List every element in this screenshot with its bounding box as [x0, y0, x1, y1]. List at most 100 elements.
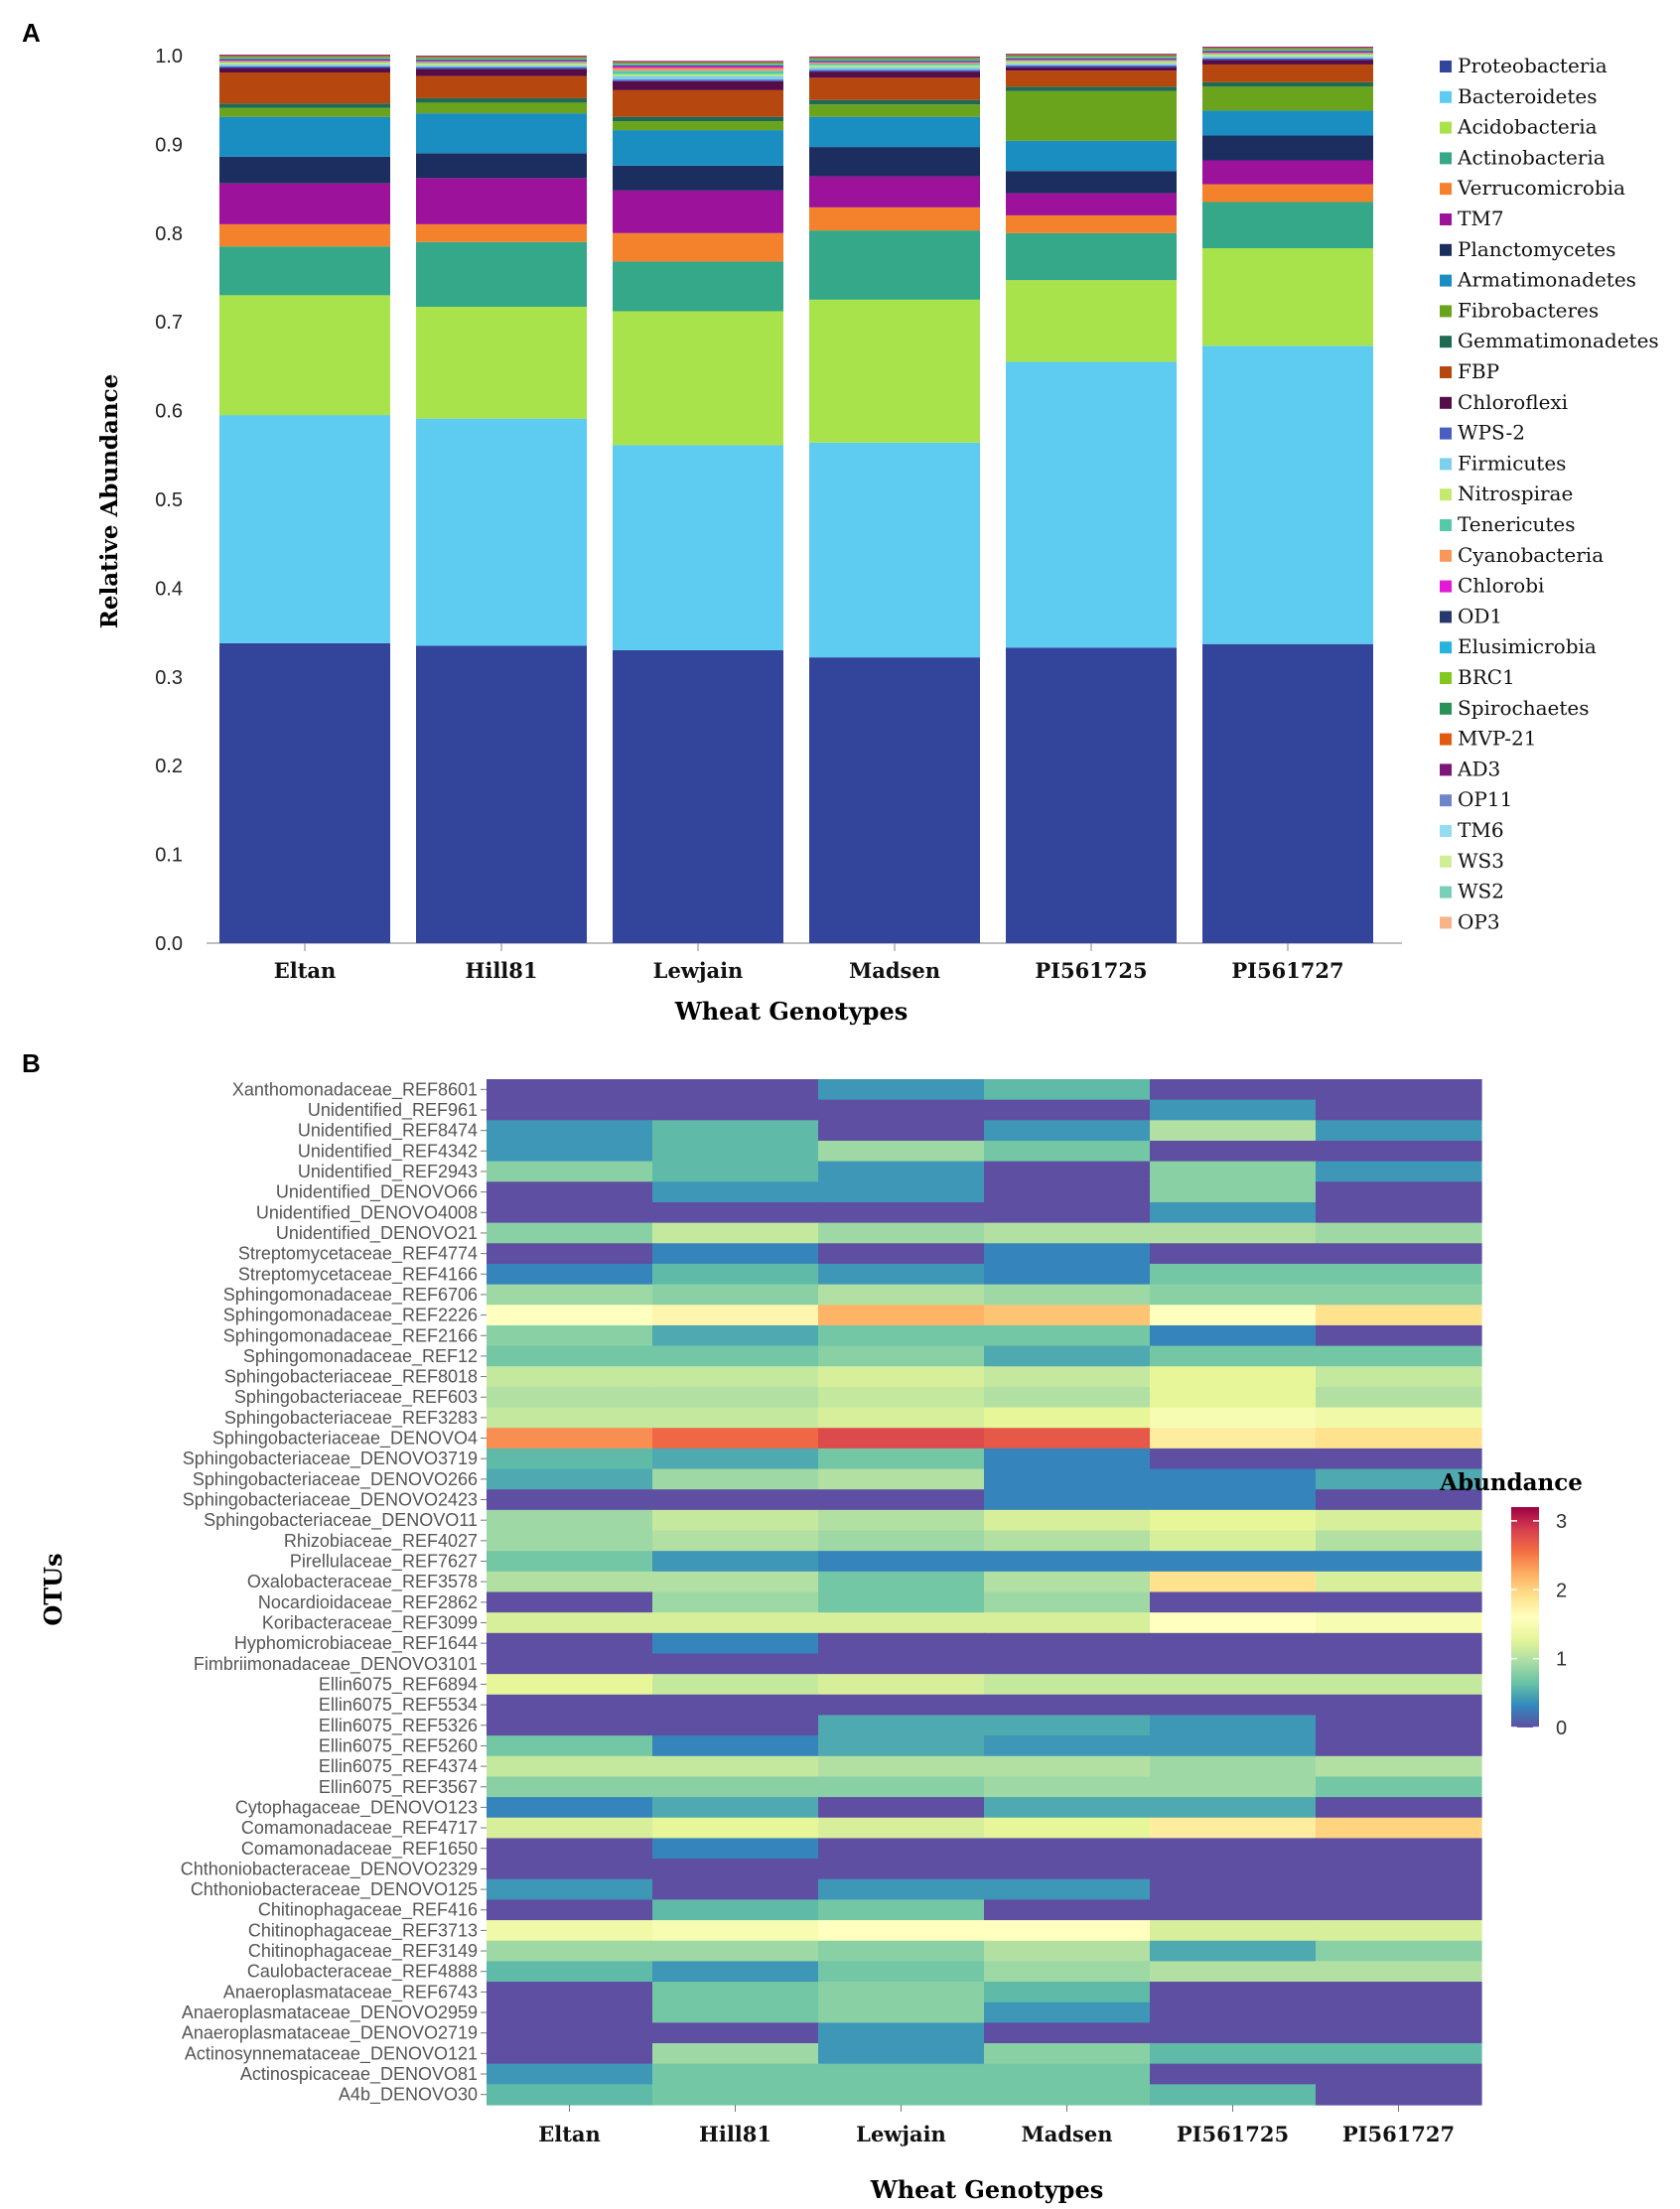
- heatmap-cell-anaeroplasmataceae-ref6743-lewjain: [818, 1982, 985, 2003]
- bar-segment-madsen-tm7: [809, 176, 980, 207]
- bar-segment-madsen-ad3: [809, 56, 980, 58]
- y-tick-label-0-5: 0.5: [155, 489, 183, 511]
- column-label-eltan: Eltan: [538, 2122, 601, 2146]
- heatmap-cell-comamonadaceae-ref4717-eltan: [487, 1817, 653, 1840]
- legend-swatch-cyanobacteria: [1440, 549, 1452, 562]
- bar-segment-eltan-acidobacteria: [219, 295, 390, 416]
- row-label-anaeroplasmataceae-denovo2719: Anaeroplasmataceae_DENOVO2719: [182, 2023, 478, 2044]
- row-label-unidentified-ref2943: Unidentified_REF2943: [298, 1162, 478, 1182]
- bar-segment-hill81-armatimonadetes: [416, 113, 587, 154]
- heatmap-cell-sphingobacteriaceae-ref8018-lewjain: [818, 1366, 985, 1388]
- legend-swatch-fbp: [1440, 366, 1452, 378]
- row-label-streptomycetaceae-ref4774: Streptomycetaceae_REF4774: [238, 1244, 478, 1265]
- bar-segment-hill81-bacteroidetes: [416, 418, 587, 646]
- bar-segment-madsen-brc1: [809, 59, 980, 61]
- heatmap-cell-unidentified-denovo21-pi561727: [1316, 1222, 1482, 1244]
- x-tick-label-lewjain: Lewjain: [653, 958, 744, 983]
- bar-segment-eltan-armatimonadetes: [219, 116, 390, 157]
- heatmap-cell-sphingobacteriaceae-denovo11-eltan: [487, 1509, 653, 1532]
- bar-segment-pi561725-fbp: [1006, 70, 1177, 87]
- heatmap-cell-ellin6075-ref5534-pi561727: [1316, 1694, 1482, 1717]
- heatmap-cell-unidentified-denovo66-pi561725: [1150, 1181, 1317, 1203]
- bar-segment-lewjain-od1: [613, 65, 783, 67]
- heatmap-cell-comamonadaceae-ref1650-madsen: [984, 1838, 1151, 1860]
- heatmap-cell-cytophagaceae-denovo123-pi561725: [1150, 1797, 1317, 1819]
- row-label-sphingobacteriaceae-denovo4: Sphingobacteriaceae_DENOVO4: [212, 1429, 478, 1450]
- heatmap-cell-rhizobiaceae-ref4027-lewjain: [818, 1530, 985, 1552]
- legend-swatch-tm6: [1440, 825, 1452, 837]
- row-label-chthoniobacteraceae-denovo125: Chthoniobacteraceae_DENOVO125: [191, 1879, 478, 1900]
- bar-segment-eltan-mvp-21: [219, 56, 390, 57]
- column-label-madsen: Madsen: [1022, 2122, 1113, 2146]
- heatmap-cell-sphingomonadaceae-ref6706-pi561725: [1150, 1284, 1317, 1306]
- heatmap-cell-pirellulaceae-ref7627-eltan: [487, 1551, 653, 1573]
- heatmap-cell-sphingobacteriaceae-ref3283-pi561725: [1150, 1407, 1317, 1429]
- bar-segment-madsen-elusimicrobia: [809, 60, 980, 62]
- heatmap-cell-oxalobacteraceae-ref3578-eltan: [487, 1571, 653, 1593]
- heatmap-cell-sphingomonadaceae-ref12-eltan: [487, 1345, 653, 1367]
- heatmap-cell-sphingomonadaceae-ref6706-hill81: [652, 1284, 819, 1306]
- bar-segment-lewjain-armatimonadetes: [613, 130, 783, 166]
- heatmap-cell-ellin6075-ref5326-madsen: [984, 1715, 1151, 1736]
- heatmap-cell-unidentified-ref961-eltan: [487, 1099, 653, 1121]
- heatmap-cell-chthoniobacteraceae-denovo2329-eltan: [487, 1859, 653, 1880]
- heatmap-cell-comamonadaceae-ref1650-eltan: [487, 1838, 653, 1860]
- bar-segment-eltan-tm7: [219, 183, 390, 224]
- row-label-sphingobacteriaceae-denovo266: Sphingobacteriaceae_DENOVO266: [193, 1469, 478, 1490]
- heatmap-cell-sphingobacteriaceae-ref3283-pi561727: [1316, 1407, 1482, 1429]
- bar-segment-lewjain-nitrospirae: [613, 73, 783, 76]
- legend-label-gemmatimonadetes: Gemmatimonadetes: [1458, 329, 1659, 352]
- bar-segment-madsen-wps-2: [809, 69, 980, 72]
- heatmap-cell-chthoniobacteraceae-denovo125-hill81: [652, 1878, 819, 1900]
- heatmap-cell-unidentified-ref4342-pi561725: [1150, 1140, 1317, 1163]
- row-label-sphingomonadaceae-ref12: Sphingomonadaceae_REF12: [243, 1346, 478, 1367]
- heatmap-cell-rhizobiaceae-ref4027-pi561725: [1150, 1530, 1317, 1552]
- row-label-actinosynnemataceae-denovo121: Actinosynnemataceae_DENOVO121: [185, 2043, 478, 2064]
- heatmap-cell-koribacteraceae-ref3099-eltan: [487, 1612, 653, 1634]
- heatmap-cell-ellin6075-ref5260-pi561727: [1316, 1735, 1482, 1757]
- y-tick-label-0-9: 0.9: [155, 134, 183, 156]
- heatmap-cell-sphingomonadaceae-ref2166-pi561727: [1316, 1324, 1482, 1347]
- panel-a-x-ticks: Eltan Hill81 Lewjain Madsen PI561725 PI561727: [274, 943, 1344, 983]
- heatmap-cell-fimbriimonadaceae-denovo3101-hill81: [652, 1653, 819, 1675]
- bar-segment-madsen-fbp: [809, 77, 980, 100]
- heatmap-cell-fimbriimonadaceae-denovo3101-madsen: [984, 1653, 1151, 1675]
- bar-segment-pi561727-elusimicrobia: [1202, 50, 1373, 52]
- heatmap-cell-ellin6075-ref5326-eltan: [487, 1715, 653, 1736]
- heatmap-cell-oxalobacteraceae-ref3578-madsen: [984, 1571, 1151, 1593]
- heatmap-cell-rhizobiaceae-ref4027-madsen: [984, 1530, 1151, 1552]
- heatmap-cell-anaeroplasmataceae-denovo2959-madsen: [984, 2002, 1151, 2023]
- bar-segment-pi561725-fibrobacteres: [1006, 90, 1177, 141]
- legend-label-firmicutes: Firmicutes: [1458, 451, 1566, 475]
- heatmap-cell-sphingobacteriaceae-denovo11-hill81: [652, 1509, 819, 1532]
- panel-b-heatmap: B OTUs Wheat Genotypes Xanthomonadaceae_…: [22, 1048, 1583, 2204]
- bar-segment-lewjain-brc1: [613, 64, 783, 65]
- bar-segment-lewjain-fibrobacteres: [613, 121, 783, 131]
- heatmap-cell-ellin6075-ref6894-lewjain: [818, 1674, 985, 1696]
- row-label-a4b-denovo30: A4b_DENOVO30: [339, 2085, 478, 2106]
- row-label-unidentified-ref8474: Unidentified_REF8474: [298, 1121, 478, 1142]
- heatmap-cell-unidentified-denovo66-lewjain: [818, 1181, 985, 1203]
- legend-swatch-ws3: [1440, 855, 1452, 868]
- row-label-unidentified-denovo4008: Unidentified_DENOVO4008: [256, 1202, 478, 1223]
- heatmap-cell-sphingomonadaceae-ref12-madsen: [984, 1345, 1151, 1367]
- heatmap-cell-sphingobacteriaceae-denovo2423-lewjain: [818, 1489, 985, 1511]
- bar-segment-pi561725-ad3: [1006, 54, 1177, 56]
- panel-a-x-axis-title: Wheat Genotypes: [674, 997, 908, 1026]
- column-label-lewjain: Lewjain: [856, 2122, 946, 2146]
- heatmap-cell-chitinophagaceae-ref3149-pi561725: [1150, 1940, 1317, 1962]
- heatmap-cell-actinospicaceae-denovo81-eltan: [487, 2063, 653, 2085]
- heatmap-cell-unidentified-denovo21-lewjain: [818, 1222, 985, 1244]
- heatmap-cell-actinosynnemataceae-denovo121-eltan: [487, 2043, 653, 2065]
- row-label-sphingomonadaceae-ref2166: Sphingomonadaceae_REF2166: [223, 1325, 478, 1346]
- row-label-rhizobiaceae-ref4027: Rhizobiaceae_REF4027: [284, 1531, 478, 1552]
- heatmap-cell-actinospicaceae-denovo81-hill81: [652, 2063, 819, 2085]
- bar-segment-pi561727-wps-2: [1202, 58, 1373, 61]
- heatmap-cell-ellin6075-ref6894-pi561727: [1316, 1674, 1482, 1696]
- bar-segment-eltan-elusimicrobia: [219, 58, 390, 60]
- legend-label-fbp: FBP: [1458, 359, 1499, 383]
- bar-segment-eltan-firmicutes: [219, 64, 390, 67]
- heatmap-cell-streptomycetaceae-ref4166-lewjain: [818, 1263, 985, 1286]
- bar-segment-pi561725-cyanobacteria: [1006, 60, 1177, 62]
